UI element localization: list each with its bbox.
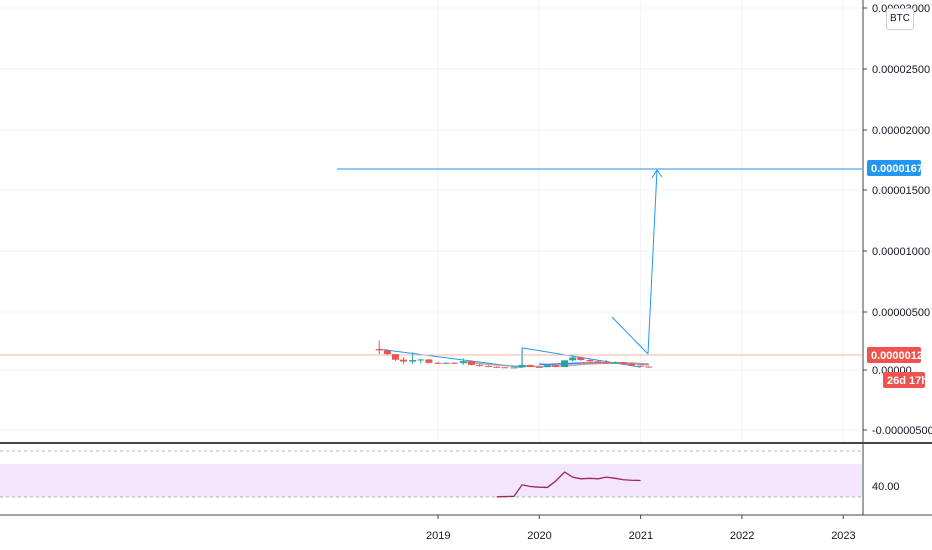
price-tick-label: 0.00001500	[872, 185, 930, 197]
candle-body	[375, 349, 383, 351]
candle-body	[417, 359, 425, 361]
candle-body	[602, 362, 610, 364]
candle-body	[400, 359, 408, 362]
candle-body	[518, 364, 526, 368]
candle-body	[467, 361, 475, 365]
candle-body	[594, 361, 602, 363]
time-tick-label: 2023	[831, 530, 855, 542]
countdown-label: 26d 17h	[887, 375, 928, 387]
candle-body	[391, 354, 399, 360]
price-tick-label: -0.00000500	[872, 425, 932, 437]
candle-body	[383, 350, 391, 355]
candle-body	[586, 359, 594, 362]
target-price-badge: 0.00001673	[867, 160, 929, 176]
candle-body	[510, 367, 518, 369]
trend-line	[611, 316, 649, 355]
drawings-layer	[0, 168, 862, 369]
price-tick-label: 0.00001000	[872, 246, 930, 258]
candle-body	[425, 359, 433, 363]
candle-body	[543, 365, 551, 368]
candle-body	[569, 357, 577, 361]
arrow-line	[647, 169, 658, 355]
rsi-line	[496, 471, 641, 498]
currency-button[interactable]: BTC	[886, 8, 914, 30]
candle-body	[552, 365, 560, 368]
time-axis[interactable]: 2019 2020 2021 2022 2023	[426, 515, 856, 542]
candle-body	[501, 367, 509, 369]
candle-body	[627, 364, 635, 366]
candle-body	[485, 365, 493, 367]
candle-body	[535, 366, 543, 368]
grid-lines	[0, 0, 932, 516]
target-price-label: 0.00001673	[871, 163, 929, 175]
candle-body	[459, 361, 467, 364]
candle-body	[637, 365, 645, 367]
time-tick-label: 2022	[730, 530, 754, 542]
time-tick-label: 2020	[527, 530, 551, 542]
candle-body	[526, 364, 534, 367]
price-tick-label: 0.00002500	[872, 64, 930, 76]
rsi-band	[0, 464, 862, 497]
candle-body	[577, 357, 585, 360]
rsi-pane	[0, 450, 862, 498]
candle-body	[434, 362, 442, 364]
arrow-head	[651, 169, 663, 179]
candle-body	[619, 362, 627, 365]
candle-body	[645, 366, 653, 368]
candle-body	[476, 364, 484, 366]
time-tick-label: 2019	[426, 530, 450, 542]
time-tick-label: 2021	[629, 530, 653, 542]
candle-body	[409, 360, 417, 362]
price-tick-label: 0.00002000	[872, 125, 930, 137]
candle-body	[442, 362, 450, 364]
candlestick-series	[375, 340, 653, 369]
drawings-front	[611, 169, 663, 355]
rsi-tick-label: 40.00	[872, 481, 900, 493]
current-price-label: 0.00000126	[871, 350, 929, 362]
price-tick-label: 0.00000500	[872, 307, 930, 319]
candle-body	[450, 362, 458, 364]
price-axis[interactable]: 0.000030000.000025000.000020000.00001500…	[863, 3, 932, 493]
candle-body	[493, 366, 501, 368]
current-price-badge: 0.00000126 26d 17h	[867, 347, 929, 388]
candle-body	[611, 362, 619, 364]
candle-body	[561, 360, 569, 368]
